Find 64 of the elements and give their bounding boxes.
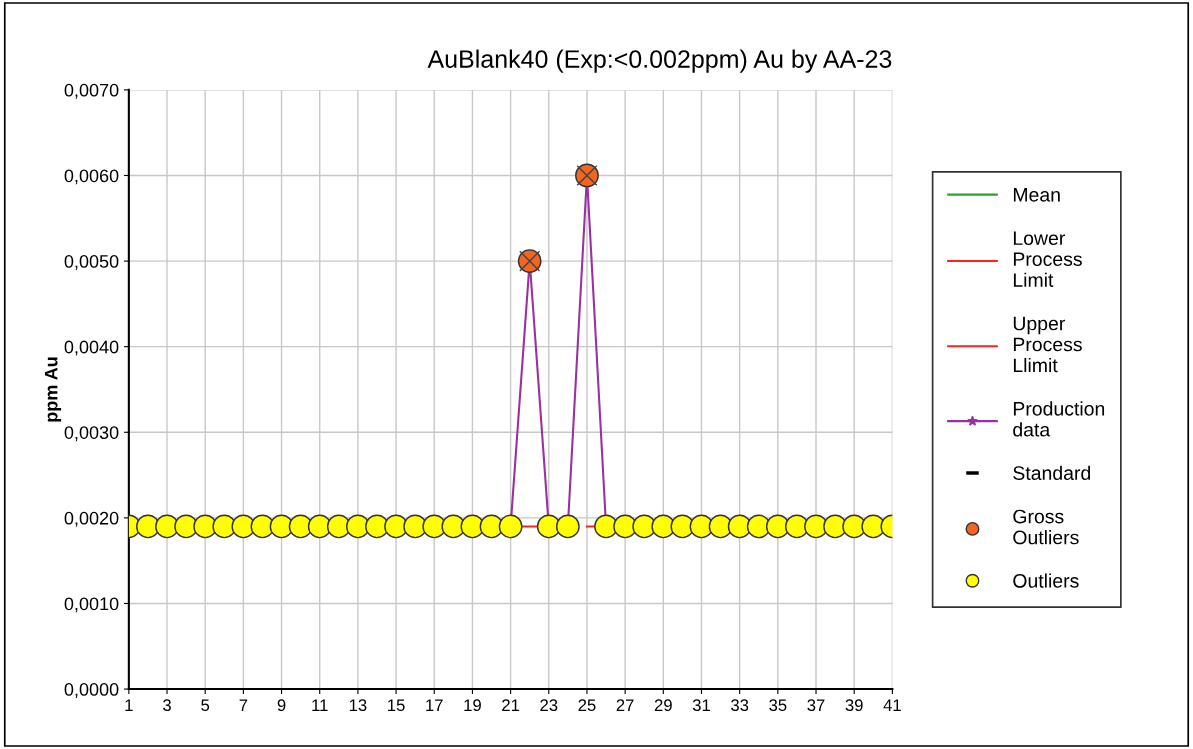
y-tick-label: 0,0060 bbox=[64, 169, 119, 185]
x-tick-label: 11 bbox=[312, 699, 328, 711]
point bbox=[861, 514, 886, 539]
point bbox=[307, 514, 332, 539]
legend-label: Standard bbox=[1013, 465, 1091, 480]
point bbox=[136, 514, 160, 539]
point bbox=[651, 514, 676, 539]
x-tick-label: 23 bbox=[540, 699, 558, 712]
point bbox=[842, 514, 867, 539]
x-tick-label: 27 bbox=[616, 699, 634, 711]
x-tick-label: 41 bbox=[883, 699, 901, 711]
y-tick-label: 0,0020 bbox=[64, 511, 119, 527]
x-tick-label: 25 bbox=[578, 699, 596, 712]
x-tick-label: 3 bbox=[163, 699, 171, 712]
point bbox=[594, 514, 618, 539]
point bbox=[498, 514, 523, 539]
x-tick-label: 39 bbox=[845, 699, 863, 712]
chart-title: AuBlank40 (Exp:<0.002ppm) Au by AA-23 bbox=[427, 49, 892, 73]
point bbox=[365, 514, 389, 539]
legend-label: Upper Process Llimit bbox=[1013, 316, 1082, 373]
y-tick-label: 0,0040 bbox=[64, 340, 119, 356]
point bbox=[823, 514, 847, 539]
point bbox=[536, 514, 561, 539]
point bbox=[155, 514, 179, 539]
legend-label: Lower Process Limit bbox=[1013, 231, 1082, 287]
point bbox=[193, 514, 218, 539]
x-tick-label: 15 bbox=[388, 699, 405, 712]
legend-label: Production data bbox=[1013, 401, 1105, 437]
legend-label: Mean bbox=[1013, 188, 1060, 202]
point bbox=[403, 514, 428, 539]
point bbox=[765, 514, 790, 539]
point bbox=[613, 514, 638, 539]
point bbox=[785, 514, 809, 539]
y-tick-label: 0,0050 bbox=[64, 255, 119, 270]
point bbox=[422, 514, 447, 539]
x-tick-label: 33 bbox=[731, 699, 749, 712]
x-tick-label: 17 bbox=[426, 699, 443, 711]
x-tick-label: 1 bbox=[125, 699, 133, 711]
point bbox=[632, 514, 657, 539]
x-tick-label: 37 bbox=[807, 699, 825, 712]
point bbox=[174, 514, 199, 539]
point bbox=[326, 514, 351, 539]
point bbox=[384, 514, 408, 539]
x-tick-label: 31 bbox=[692, 699, 710, 712]
x-tick-label: 13 bbox=[349, 699, 367, 712]
point bbox=[804, 514, 828, 539]
x-tick-label: 21 bbox=[502, 699, 520, 711]
y-tick-label: 0,0000 bbox=[64, 683, 119, 698]
legend-label: Gross Outliers bbox=[1013, 509, 1079, 545]
x-tick-label: 5 bbox=[201, 699, 210, 712]
point bbox=[346, 514, 370, 539]
y-axis-title: ppm Au bbox=[44, 357, 62, 422]
point bbox=[555, 514, 580, 539]
point bbox=[212, 514, 237, 539]
x-tick-label: 9 bbox=[277, 699, 286, 712]
legend-label: Outliers bbox=[1013, 573, 1079, 588]
x-tick-label: 29 bbox=[654, 699, 672, 712]
x-tick-label: 19 bbox=[464, 699, 481, 712]
y-tick-label: 0,0070 bbox=[64, 83, 119, 99]
y-tick-label: 0,0010 bbox=[64, 597, 119, 613]
x-tick-label: 35 bbox=[769, 699, 787, 712]
x-tick-label: 7 bbox=[239, 699, 248, 711]
point bbox=[727, 514, 752, 539]
y-tick-label: 0,0030 bbox=[64, 426, 119, 442]
